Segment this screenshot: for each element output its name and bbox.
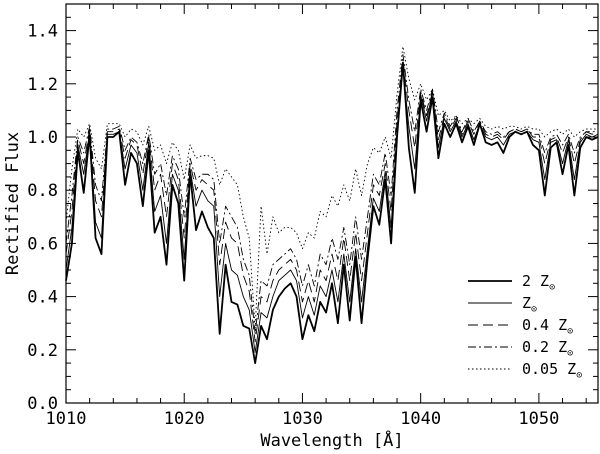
x-tick-label: 1050 (518, 409, 559, 429)
legend-subscript: ⊙ (576, 370, 582, 381)
x-tick-label: 1040 (400, 409, 441, 429)
tick-labels: 1010 1020 1030 1040 1050 0.0 0.2 0.4 0.6 0.8 1.0 1.… (27, 22, 559, 429)
x-tick-label: 1030 (282, 409, 323, 429)
series-line-2 (65, 59, 599, 343)
series-lines (65, 46, 599, 365)
legend-label-2: 0.4 Z⊙ (522, 316, 573, 337)
legend-name: 0.4 Z (522, 316, 567, 334)
y-tick-label: 0.0 (27, 394, 58, 414)
legend: 2 Z⊙Z⊙0.4 Z⊙0.2 Z⊙0.05 Z⊙ (468, 272, 582, 381)
legend-label-0: 2 Z⊙ (522, 272, 555, 293)
legend-subscript: ⊙ (531, 304, 537, 315)
legend-name: 0.2 Z (522, 338, 567, 356)
y-tick-label: 1.4 (27, 22, 58, 42)
legend-label-3: 0.2 Z⊙ (522, 338, 573, 359)
legend-name: 2 Z (522, 272, 549, 290)
y-axis-label: Rectified Flux (3, 132, 23, 275)
y-tick-label: 0.6 (27, 234, 58, 254)
legend-label-4: 0.05 Z⊙ (522, 360, 582, 381)
axis-ticks (65, 3, 598, 404)
legend-subscript: ⊙ (549, 282, 555, 293)
series-line-0 (65, 61, 599, 365)
legend-label-1: Z⊙ (522, 294, 537, 315)
x-tick-label: 1020 (164, 409, 205, 429)
y-tick-label: 0.2 (27, 341, 58, 361)
legend-subscript: ⊙ (567, 348, 573, 359)
series-line-4 (65, 46, 598, 329)
series-line-1 (65, 67, 599, 353)
x-tick-label: 1010 (46, 409, 87, 429)
series-line-3 (65, 54, 598, 335)
legend-subscript: ⊙ (567, 326, 573, 337)
y-tick-label: 0.4 (27, 288, 58, 308)
x-axis-label: Wavelength [Å] (260, 429, 403, 451)
plot-frame (65, 3, 599, 404)
y-tick-label: 0.8 (27, 181, 58, 201)
legend-name: Z (522, 294, 531, 312)
y-tick-label: 1.2 (27, 75, 58, 95)
legend-name: 0.05 Z (522, 360, 576, 378)
y-tick-label: 1.0 (27, 128, 58, 148)
